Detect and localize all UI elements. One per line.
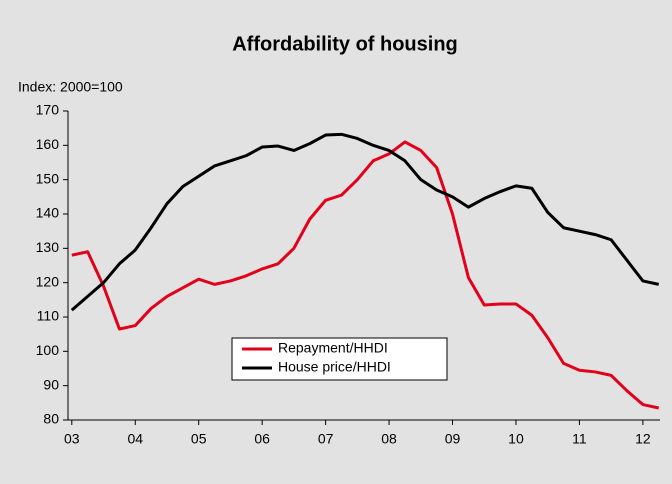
x-tick-label: 04 (127, 431, 143, 447)
legend-label: House price/HHDI (278, 359, 391, 375)
line-series (70, 132, 660, 312)
y-axis-label: Index: 2000=100 (18, 79, 123, 95)
x-tick-label: 10 (508, 431, 524, 447)
y-tick-label: 170 (36, 102, 60, 118)
x-tick-label: 06 (254, 431, 270, 447)
y-tick-label: 80 (43, 411, 59, 427)
x-tick-label: 05 (191, 431, 207, 447)
x-tick-label: 09 (445, 431, 461, 447)
legend-label: Repayment/HHDI (278, 340, 388, 356)
y-tick-label: 100 (36, 342, 60, 358)
x-tick-label: 07 (318, 431, 334, 447)
y-tick-label: 90 (43, 376, 59, 392)
y-tick-label: 140 (36, 205, 60, 221)
x-tick-label: 08 (381, 431, 397, 447)
line-series (71, 140, 660, 410)
y-tick-label: 130 (36, 239, 60, 255)
y-tick-label: 110 (37, 308, 60, 324)
chart-title: Affordability of housing (232, 33, 458, 55)
x-tick-label: 11 (572, 431, 587, 447)
y-tick-label: 120 (36, 273, 60, 289)
x-tick-label: 03 (64, 431, 80, 447)
x-tick-label: 12 (635, 431, 651, 447)
y-tick-label: 160 (36, 136, 60, 152)
y-tick-label: 150 (36, 170, 60, 186)
legend-box (231, 337, 448, 381)
